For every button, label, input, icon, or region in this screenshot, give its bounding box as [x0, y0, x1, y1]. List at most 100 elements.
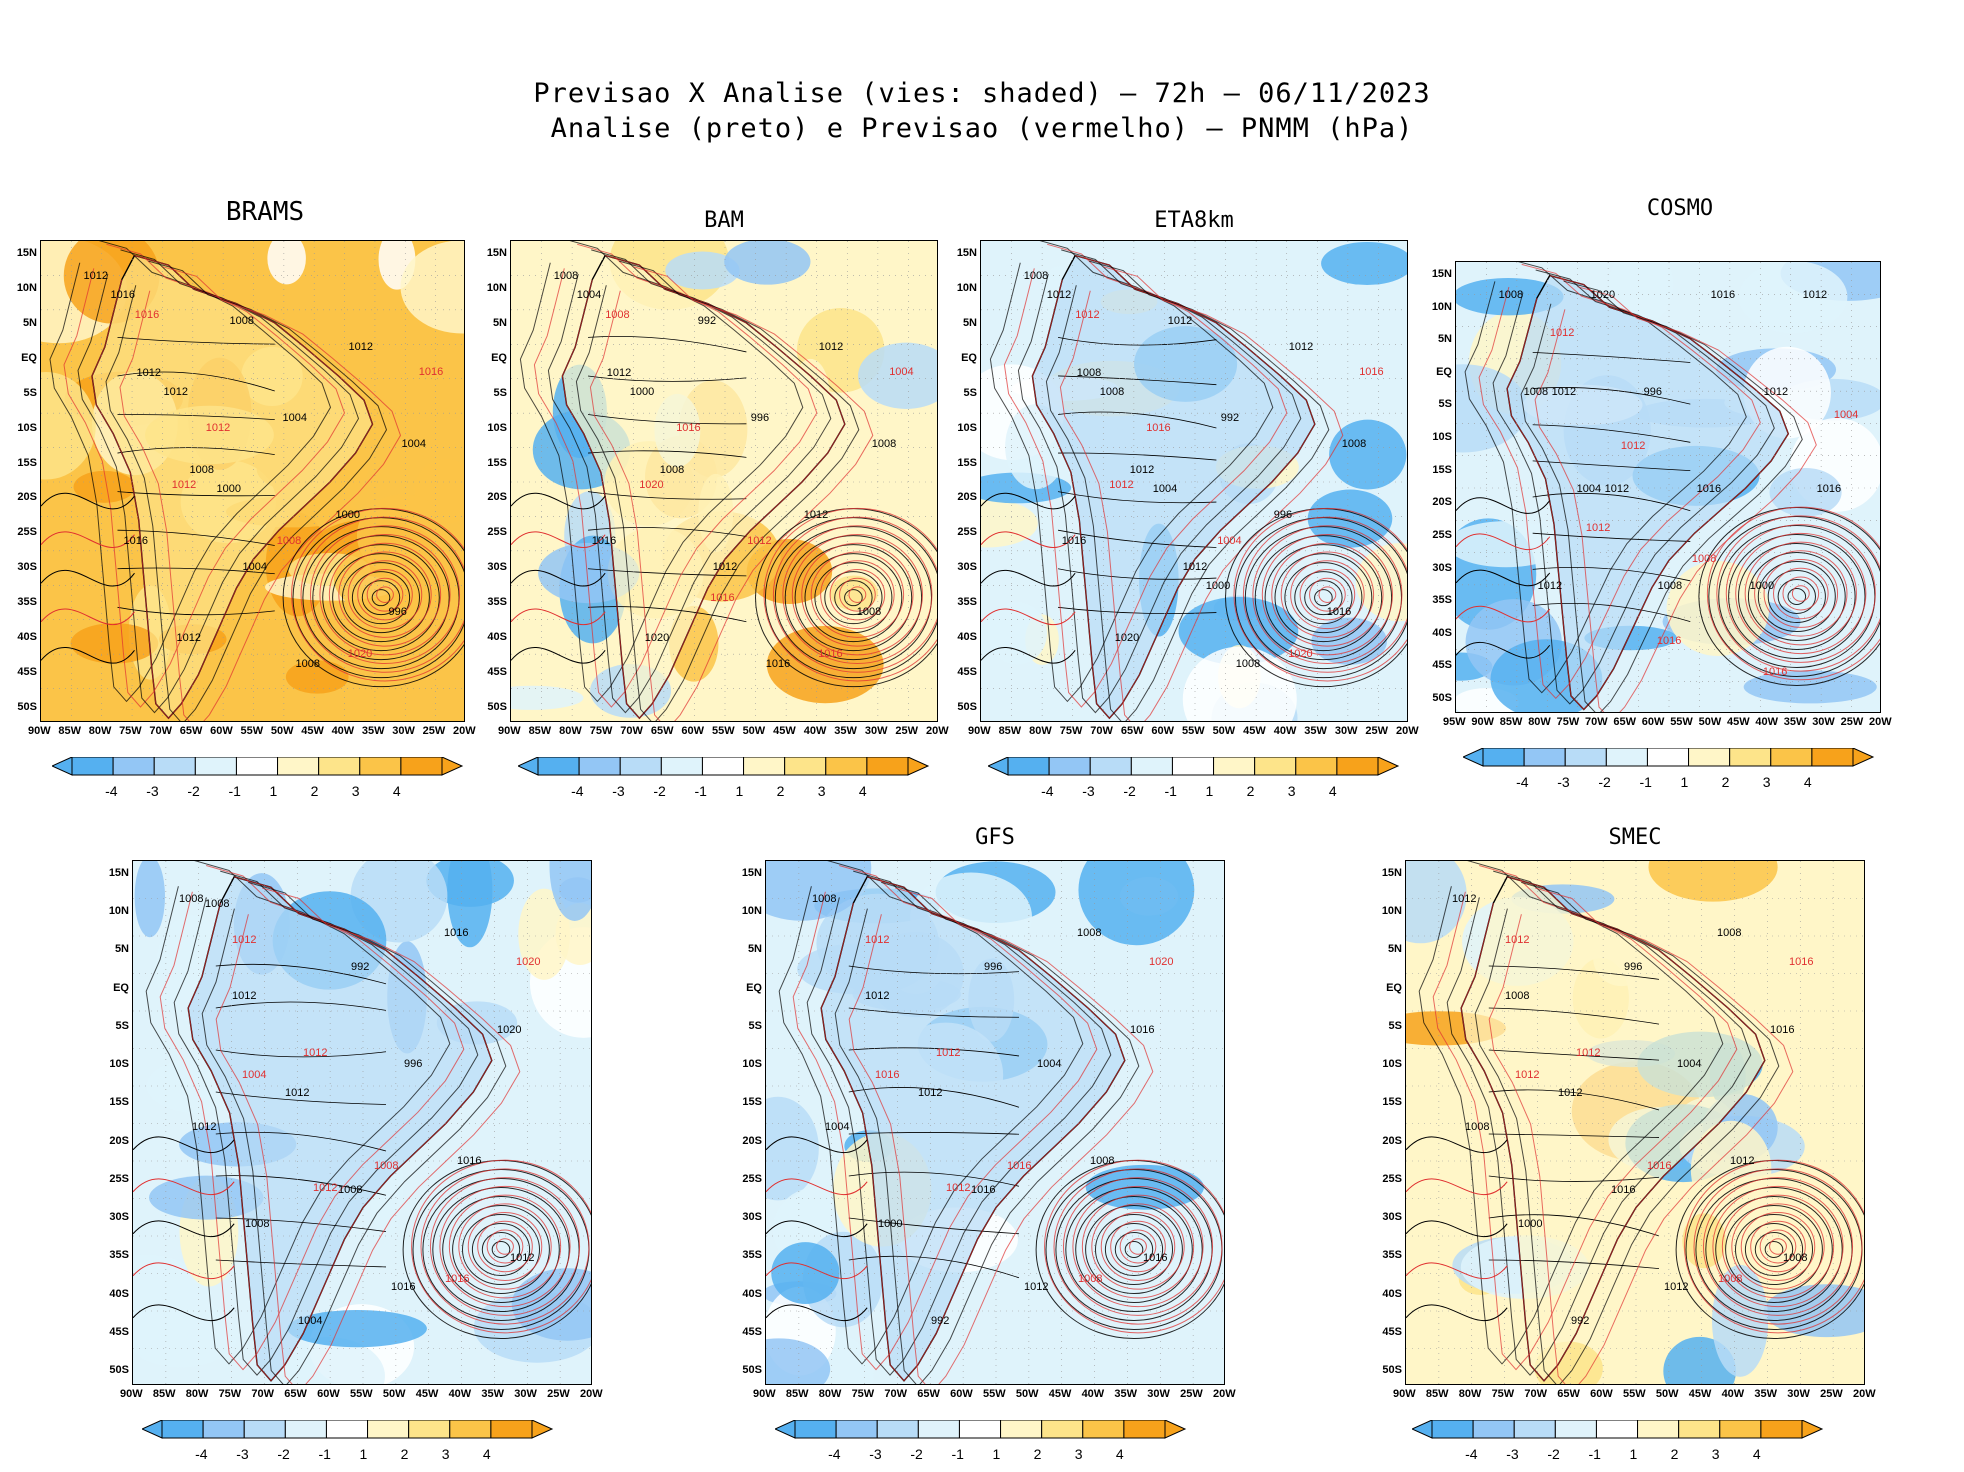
isobar-label-analysis: 1008 [1505, 989, 1530, 1002]
lon-label: 25W [895, 725, 919, 737]
lon-label: 85W [998, 725, 1022, 737]
analysis-isobar [1017, 249, 1302, 714]
bias-blob [1085, 1164, 1204, 1210]
analysis-isobar [201, 881, 507, 1384]
colorbar-arrow-left [988, 757, 1009, 776]
analysis-isobar [105, 260, 388, 721]
lat-label: 15N [956, 247, 977, 259]
bias-blob [1648, 861, 1778, 902]
colorbar-label: 2 [776, 783, 785, 799]
colorbar-label: -2 [187, 783, 200, 799]
isobar-label-analysis: 1000 [1205, 579, 1231, 592]
low-pressure-analysis-ring [1754, 1232, 1794, 1267]
colorbar-segment [1595, 1420, 1639, 1439]
continent-fill [92, 255, 373, 719]
low-pressure-forecast-ring [1702, 1177, 1854, 1316]
colorbar-segment [1000, 1420, 1043, 1439]
lon-label: 70W [251, 1388, 275, 1400]
low-pressure-forecast-ring [439, 1185, 571, 1308]
colorbar-segment [318, 757, 361, 776]
country-border [1488, 1175, 1660, 1182]
lon-label: 45W [1688, 1388, 1712, 1400]
isobar-label-analysis: 1012 [1182, 560, 1208, 573]
lon-label: 30W [1787, 1388, 1810, 1400]
lon-label: 25W [547, 1388, 570, 1400]
pacific-isobar [981, 492, 1076, 510]
colorbar-segment [194, 757, 237, 776]
isobar-label-analysis: 1008 [205, 897, 230, 910]
low-pressure-analysis-ring [824, 571, 883, 625]
colorbar-label: 3 [1711, 1446, 1720, 1462]
analysis-isobar [834, 881, 1140, 1384]
isobar-label-forecast: 1012 [313, 1181, 338, 1194]
panel-title-cosmo: COSMO [1646, 196, 1714, 221]
forecast-isobar [187, 876, 493, 1382]
isobar-label-forecast: 1012 [1515, 1068, 1540, 1081]
colorbar-label: 2 [310, 783, 319, 799]
lon-label: 55W [712, 725, 735, 737]
pacific-isobar [133, 1178, 235, 1195]
isobar-label-forecast: 1016 [418, 366, 444, 379]
forecast-isobar [1031, 255, 1316, 719]
isobar-label-analysis: 1008 [1023, 269, 1049, 282]
pacific-isobar [1406, 1304, 1508, 1321]
lat-label: 30S [1382, 1211, 1402, 1224]
colorbar-label: 4 [1328, 783, 1337, 799]
isobar-label-analysis: 1004 [825, 1120, 850, 1133]
lon-label: 80W [1458, 1388, 1482, 1400]
colorbar-label: -1 [1639, 774, 1652, 790]
low-pressure-forecast-ring [1754, 550, 1848, 637]
isobar-label-analysis: 1012 [192, 1120, 217, 1133]
isobar-label-analysis: 1008 [871, 437, 897, 450]
isobar-label-forecast: 1012 [946, 1181, 971, 1194]
lat-label: EQ [113, 981, 129, 994]
lat-label: 45S [742, 1325, 762, 1338]
colorbar-label: -1 [951, 1446, 964, 1462]
low-pressure-forecast-ring [1233, 507, 1407, 682]
isobar-label-analysis: 1008 [1235, 657, 1261, 670]
lon-label: 65W [1120, 725, 1144, 737]
lat-label: 10N [1431, 300, 1452, 313]
isobar-label-analysis: 996 [1273, 508, 1293, 521]
isobar-label-analysis: 1016 [591, 534, 617, 547]
low-pressure-forecast-ring [1261, 534, 1393, 656]
colorbar-label: -1 [228, 783, 241, 799]
lon-label: 40W [448, 1388, 472, 1400]
lat-label: 20S [742, 1134, 762, 1147]
analysis-isobar [77, 249, 360, 714]
lon-label: 45W [773, 725, 796, 737]
lat-label: 35S [1432, 594, 1452, 607]
figure-title-line-2: Analise (preto) e Previsao (vermelho) – … [550, 113, 1414, 144]
analysis-isobar [1418, 861, 1724, 1365]
panel-title-gfs: GFS [975, 825, 1015, 850]
low-pressure-analysis-ring [1274, 553, 1373, 643]
lon-label: 75W [1556, 716, 1580, 728]
colorbar-segment [112, 757, 155, 776]
isobar-label-analysis: 1004 [1576, 483, 1602, 496]
forecast-isobar [91, 255, 374, 719]
colorbar-segment [835, 1420, 878, 1439]
pacific-isobar [511, 569, 606, 587]
low-pressure-analysis-ring [794, 544, 913, 652]
forecast-isobar [848, 887, 1154, 1384]
low-pressure-forecast-ring [1773, 567, 1829, 620]
colorbar-label: -2 [1598, 774, 1611, 790]
lat-label: 15S [1432, 463, 1452, 476]
lat-label: 15S [109, 1096, 129, 1109]
isobar-label-analysis: 1004 [298, 1314, 323, 1327]
forecast-isobar [1003, 243, 1288, 708]
lon-label: 80W [559, 725, 582, 737]
colorbar-segment [408, 1420, 451, 1439]
low-pressure-forecast-ring [1712, 1185, 1844, 1308]
lat-label: EQ [1436, 365, 1452, 378]
colorbar-label: -4 [1516, 774, 1529, 790]
analysis-isobar [1520, 280, 1803, 712]
low-pressure-forecast-ring [1693, 1168, 1863, 1325]
lon-label: 75W [1059, 725, 1083, 737]
lat-label: 35S [742, 1249, 762, 1262]
lon-label: 20W [1869, 716, 1892, 728]
isobar-label-analysis: 1004 [576, 288, 602, 301]
lat-label: 30S [17, 561, 37, 574]
analysis-isobar [1446, 870, 1752, 1376]
pacific-isobar [1406, 1178, 1508, 1195]
